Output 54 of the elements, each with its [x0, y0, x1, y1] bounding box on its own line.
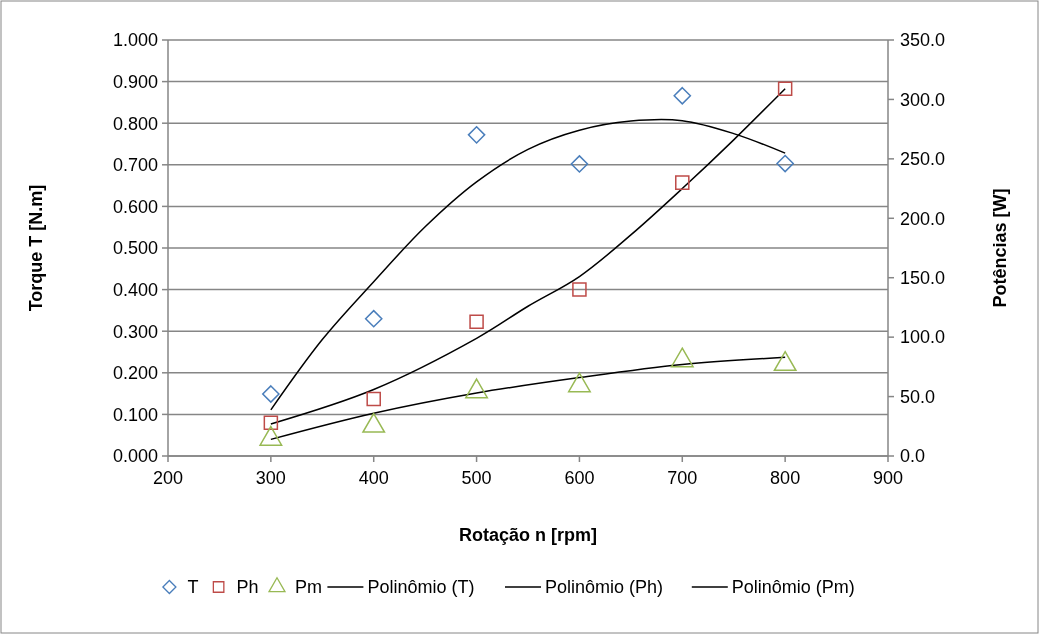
y2-tick-label: 0.0 — [900, 446, 926, 467]
legend-label: Pm — [295, 577, 322, 598]
point — [362, 412, 386, 433]
x-axis-title: Rotação n [rpm] — [458, 525, 598, 545]
point — [670, 347, 694, 368]
legend-label: Polinômio (Pm) — [731, 577, 855, 598]
x-tick-label: 900 — [872, 468, 904, 488]
y2-tick-label: 250.0 — [900, 149, 946, 170]
point — [259, 425, 283, 446]
y2-tick-label: 100.0 — [900, 327, 946, 348]
y-tick-label: 1.000 — [112, 30, 158, 51]
legend-label: Polinômio (Ph) — [545, 577, 664, 598]
point — [262, 385, 280, 403]
y-tick-label: 0.800 — [112, 113, 158, 134]
point — [777, 81, 793, 96]
x-tick-label: 600 — [564, 468, 595, 488]
y2-tick-label: 50.0 — [900, 386, 936, 407]
point — [675, 175, 690, 190]
point — [776, 154, 794, 173]
y2-tick-label: 150.0 — [900, 268, 946, 289]
x-tick-label: 400 — [358, 468, 389, 488]
point — [469, 314, 484, 329]
x-tick-label: 700 — [667, 468, 698, 488]
point — [673, 86, 692, 105]
y2-tick-label: 200.0 — [900, 208, 946, 229]
x-tick-label: 300 — [255, 468, 286, 488]
y-tick-label: 0.700 — [112, 155, 158, 176]
x-tick-label: 800 — [770, 468, 801, 488]
y-tick-label: 0.100 — [112, 404, 158, 425]
y2-tick-label: 350.0 — [900, 30, 946, 51]
legend-label: Ph — [236, 577, 259, 598]
point — [263, 415, 279, 430]
y-axis-title: Torque T [N.m] — [26, 184, 46, 312]
x-tick-label: 500 — [461, 468, 492, 488]
point — [467, 126, 486, 144]
point — [465, 378, 489, 399]
y-tick-label: 0.000 — [112, 446, 158, 467]
y2-axis-title: Potências [W] — [990, 188, 1010, 308]
y-tick-label: 0.900 — [112, 71, 158, 92]
y-tick-label: 0.400 — [112, 279, 158, 300]
point — [567, 372, 591, 393]
y2-tick-label: 300.0 — [900, 89, 946, 110]
legend-label: Polinômio (T) — [367, 577, 475, 598]
y-tick-label: 0.600 — [112, 196, 158, 217]
y-tick-label: 0.200 — [112, 363, 158, 384]
point — [366, 391, 381, 407]
point — [570, 155, 589, 173]
y-tick-label: 0.300 — [112, 321, 158, 342]
point — [364, 309, 383, 328]
y-tick-label: 0.500 — [112, 238, 158, 259]
legend-label: T — [187, 577, 199, 598]
x-tick-label: 200 — [152, 468, 184, 488]
point — [773, 350, 797, 372]
point — [572, 282, 587, 297]
